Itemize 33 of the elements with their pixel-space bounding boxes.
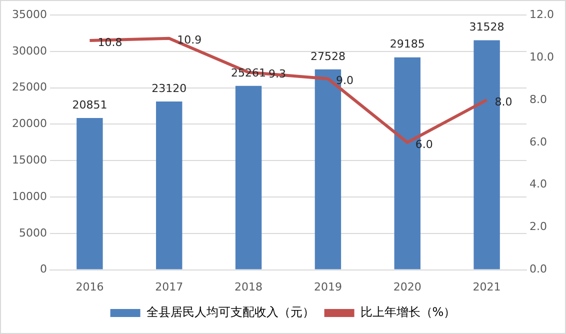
- y2-tick-label: 6.0: [530, 135, 548, 148]
- y-tick-label: 20000: [12, 117, 47, 130]
- y-tick-label: 30000: [12, 44, 47, 58]
- bar: [235, 86, 262, 270]
- data-label: 20851: [72, 98, 108, 112]
- y-tick-label: 0: [40, 262, 47, 276]
- data-label: 10.9: [177, 34, 202, 47]
- data-label: 23120: [152, 82, 187, 95]
- data-label: 9.3: [268, 68, 286, 81]
- x-tick-label: 2016: [76, 280, 104, 294]
- y-tick-label: 35000: [12, 8, 47, 21]
- y-tick-label: 10000: [12, 190, 47, 203]
- y2-tick-label: 8.0: [530, 92, 548, 106]
- data-label: 27528: [310, 50, 346, 63]
- x-tick-label: 2020: [393, 280, 422, 294]
- y2-tick-label: 4.0: [530, 178, 548, 191]
- y-tick-label: 25000: [12, 80, 47, 94]
- y-tick-label: 5000: [18, 226, 47, 240]
- bar: [156, 101, 182, 270]
- data-label: 29185: [390, 38, 425, 51]
- bar: [76, 118, 103, 270]
- y2-tick-label: 0.0: [530, 262, 548, 276]
- x-tick-label: 2017: [155, 280, 184, 294]
- legend-label: 比上年增长（%）: [360, 305, 456, 320]
- x-tick-label: 2021: [472, 280, 501, 294]
- y2-tick-label: 10.0: [530, 50, 554, 64]
- y-tick-label: 15000: [12, 153, 47, 166]
- legend-label: 全县居民人均可支配收入（元）: [146, 305, 314, 320]
- x-tick-label: 2019: [314, 280, 342, 294]
- x-tick-label: 2018: [234, 280, 263, 294]
- data-label: 31528: [469, 20, 504, 34]
- y2-tick-label: 12.0: [530, 8, 554, 21]
- y2-tick-label: 2.0: [530, 220, 548, 234]
